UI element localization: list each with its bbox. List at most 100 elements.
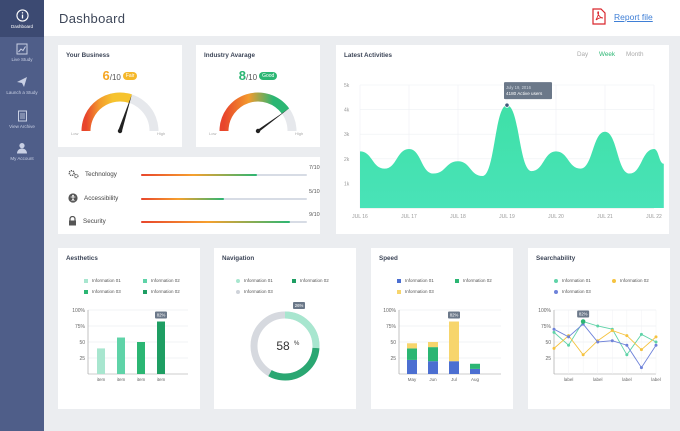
info-icon [15, 9, 29, 22]
x-tick-label: item [117, 377, 126, 382]
legend-item: Information 02 [292, 278, 329, 283]
series-line [553, 329, 657, 356]
tab-day[interactable]: Day [577, 51, 589, 58]
data-point [552, 346, 556, 350]
tooltip-box [155, 311, 167, 319]
score-max: /10 [109, 73, 121, 82]
tooltip-text: 4180 Active users [506, 91, 543, 96]
y-tick-label: 50 [79, 340, 85, 346]
x-tick-label: Jul [451, 377, 457, 382]
x-tick-label: label [564, 377, 574, 382]
sidebar-item-label: View Archive [9, 124, 35, 129]
y-tick-label: 25 [545, 356, 551, 362]
data-point [596, 324, 600, 328]
data-point [625, 343, 629, 347]
data-point-highlight [580, 319, 586, 324]
donut-segment-secondary [250, 311, 320, 381]
bar [97, 348, 105, 374]
skill-bar [141, 198, 307, 201]
aesthetics-bar-chart: 25 50 75% 100% item item item item 82% [72, 308, 188, 382]
header: Dashboard Report file [44, 0, 680, 36]
y-tick-label: 75% [386, 324, 397, 330]
series-line [553, 320, 657, 356]
x-tick-label: May [408, 377, 417, 382]
skill-label: Technology [85, 170, 117, 178]
sidebar-item-launch-study[interactable]: Launch a Study [0, 76, 44, 95]
latest-activities-card: Latest Activities Day Week Month 1k 2k 3k 4… [336, 45, 669, 234]
tooltip-text: 82% [157, 313, 166, 318]
y-tick-label: 2k [344, 157, 350, 163]
x-tick-label: JUL 20 [548, 214, 564, 220]
skill-bar [141, 221, 307, 224]
data-point [654, 343, 658, 347]
sidebar-item-my-account[interactable]: My Account [0, 142, 44, 161]
legend-item: Information 03 [397, 289, 434, 294]
stacked-bar-segment [407, 359, 417, 374]
tab-month[interactable]: Month [626, 51, 644, 58]
y-tick-label: 25 [390, 356, 396, 362]
y-tick-label: 4k [344, 108, 350, 114]
status-badge: Fair [122, 72, 138, 80]
legend-item: Information 02 [612, 278, 649, 283]
aesthetics-card: Aesthetics Information 01 Information 02… [58, 248, 200, 409]
score-readout: 8/10 Good [196, 68, 320, 83]
sidebar-item-dashboard[interactable]: Dashboard [0, 0, 44, 37]
tooltip-text: 26% [295, 303, 304, 308]
tooltip-box [448, 311, 460, 319]
score-value: 8 [238, 68, 246, 83]
legend-item: Information 01 [554, 278, 591, 283]
x-tick-label: item [137, 377, 146, 382]
card-title: Speed [379, 255, 398, 262]
tab-week[interactable]: Week [599, 51, 615, 58]
stacked-bar-segment [428, 347, 438, 362]
x-tick-label: JUL 18 [450, 214, 466, 220]
data-point [654, 340, 658, 344]
gauge-needle [118, 94, 132, 131]
bar [157, 321, 165, 374]
x-tick-label: JUL 17 [401, 214, 417, 220]
skill-bar-fill [141, 221, 291, 224]
y-tick-label: 100% [72, 308, 85, 314]
lock-icon [69, 216, 76, 226]
skill-value: 7/10 [309, 165, 320, 171]
skill-label: Accessibility [84, 194, 119, 202]
report-file-link[interactable]: Report file [592, 8, 653, 25]
x-tick-label: JUL 22 [646, 214, 662, 220]
sidebar-item-view-archive[interactable]: View Archive [0, 110, 44, 129]
sidebar-item-live-study[interactable]: Live Study [0, 43, 44, 62]
y-tick-label: 100% [383, 308, 396, 314]
legend-item: Information 02 [455, 278, 492, 283]
x-tick-label: Aug [471, 377, 480, 382]
skill-accessibility: Accessibility [68, 193, 118, 203]
x-tick-label: label [651, 377, 661, 382]
legend-item: Information 01 [236, 278, 273, 283]
searchability-line-chart: 25 50 75% 100% label label label label 82% [538, 308, 661, 382]
speed-stacked-bar-chart: 25 50 75% 100% May Jun Jul Aug 82% [383, 308, 501, 382]
report-file-label[interactable]: Report file [614, 11, 653, 22]
sidebar-item-label: Launch a Study [6, 90, 38, 95]
sidebar-item-label: Live Study [11, 57, 33, 62]
skills-card: Technology 7/10 Accessibility 5/10 Secur… [58, 157, 320, 234]
y-tick-label: 50 [545, 340, 551, 346]
data-point [639, 332, 643, 336]
data-point [552, 327, 556, 331]
searchability-card: Searchability Information 01 Information… [528, 248, 670, 409]
stacked-bar-segment [449, 361, 459, 374]
sidebar-item-label: Dashboard [10, 24, 33, 29]
data-point [654, 335, 658, 339]
donut-value: 58 [276, 339, 290, 353]
legend-item: Information 03 [84, 289, 121, 294]
y-tick-label: 5k [344, 83, 350, 89]
activity-area-chart: 1k 2k 3k 4k 5k JUL 16 JUL 17 JUL 18 JUL 19 JUL 20… [344, 82, 664, 220]
stacked-bar-segment [407, 348, 417, 360]
card-title: Searchability [536, 255, 576, 262]
gauge-high-label: High [157, 131, 166, 136]
y-tick-label: 100% [538, 308, 551, 314]
legend-item: Information 03 [236, 289, 273, 294]
data-point [625, 353, 629, 357]
card-title: Your Business [66, 52, 110, 59]
skill-bar [141, 174, 307, 177]
tooltip-text: 82% [450, 313, 459, 318]
navigation-donut-chart: 58 % 26% [250, 302, 320, 381]
gauge-high-label: High [295, 131, 304, 136]
